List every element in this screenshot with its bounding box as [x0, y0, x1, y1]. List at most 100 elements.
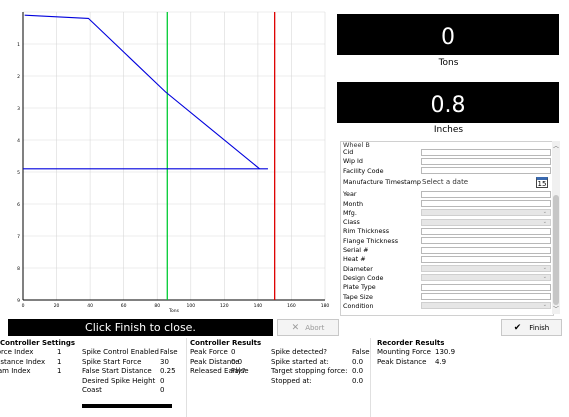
finish-button[interactable]: ✔ Finish: [501, 319, 562, 336]
text-field[interactable]: [421, 148, 551, 156]
wheel-b-form: Wheel B Cid Wip Id Facility Code Manufactur…: [340, 141, 554, 316]
y-tick-label: 8: [17, 266, 20, 272]
form-row: Facility Code: [341, 167, 553, 176]
force-distance-curve: [24, 14, 260, 170]
result-label: Peak Distance: [190, 357, 240, 366]
chart-canvas: 0 20 40 60 80 100 120 140 160 180 1 2 3 4 5 6 7 8 9 Tons: [17, 11, 329, 314]
inches-value: 0.8: [430, 93, 466, 118]
result-value: 4.9: [435, 357, 447, 366]
x-tick-label: 80: [154, 303, 160, 309]
tons-value: 0: [441, 25, 455, 50]
result-label: Distance Index: [0, 357, 46, 366]
result-label: Mounting Force: [377, 348, 431, 356]
dropdown-field[interactable]: ⌄: [421, 302, 551, 310]
form-row: Manufacture Timestamp Select a date 15: [341, 176, 553, 189]
scroll-thumb[interactable]: [553, 195, 559, 305]
result-label: False Start Distance: [82, 367, 152, 375]
abort-button-label: Abort: [305, 324, 325, 332]
result-value: 0.0: [352, 376, 364, 385]
form-row: Cid: [341, 148, 553, 157]
close-icon: ✕: [291, 323, 300, 333]
result-value: False: [352, 348, 370, 356]
wheel-b-group-title: Wheel B: [343, 141, 370, 149]
y-tick-label: 3: [17, 106, 20, 112]
result-label: Peak Distance: [377, 357, 427, 366]
result-label: Spike Control Enabled: [82, 348, 159, 356]
dropdown-field[interactable]: ⌄: [421, 265, 551, 273]
result-value: 0.25: [160, 367, 176, 375]
form-field-label: Month: [343, 199, 364, 208]
form-field-label: Diameter: [343, 264, 373, 273]
form-row: Month: [341, 200, 553, 209]
x-tick-label: 160: [287, 303, 296, 309]
result-label: Peak Force: [190, 348, 228, 356]
text-field[interactable]: [421, 227, 551, 235]
dropdown-field[interactable]: ⌄: [421, 274, 551, 282]
result-value: 0: [160, 386, 165, 394]
y-tick-label: 2: [17, 74, 20, 80]
text-field[interactable]: [421, 237, 551, 245]
result-value: 0.0: [352, 367, 364, 375]
date-picker[interactable]: Select a date 15: [421, 176, 551, 189]
controller-results-panel: Controller Results Peak Force 0 Peak Dista…: [186, 338, 370, 417]
result-value: 30: [160, 357, 169, 366]
text-field[interactable]: [421, 157, 551, 165]
inches-unit-label: Inches: [433, 125, 464, 135]
result-label: Cam Index: [0, 367, 31, 375]
y-tick-label: 5: [17, 170, 20, 176]
x-tick-label: 20: [54, 303, 60, 309]
recorder-results-title: Recorder Results: [377, 339, 445, 347]
text-field[interactable]: [421, 190, 551, 198]
form-field-label: Rim Thickness: [343, 227, 390, 236]
form-scrollbar[interactable]: ︿ ﹀: [552, 141, 560, 314]
form-field-label: Manufacture Timestamp: [343, 177, 421, 186]
text-field[interactable]: [421, 255, 551, 263]
scroll-down-icon[interactable]: ﹀: [552, 306, 559, 313]
form-field-label: Year: [343, 190, 357, 199]
form-row: Mfg. ⌄: [341, 209, 553, 218]
abort-button[interactable]: ✕ Abort: [277, 319, 339, 336]
result-value: 1: [57, 357, 62, 366]
chevron-down-icon: ⌄: [542, 265, 547, 272]
result-value: 0.0: [231, 357, 243, 366]
chevron-down-icon: ⌄: [542, 209, 547, 216]
text-field[interactable]: [421, 283, 551, 291]
result-label: Released Early?: [190, 367, 246, 375]
force-distance-chart: 0 20 40 60 80 100 120 140 160 180 1 2 3 4 5 6 7 8 9 Tons: [8, 8, 331, 314]
result-label: Spike started at:: [271, 357, 329, 366]
result-value: False: [231, 367, 249, 375]
text-field[interactable]: [421, 246, 551, 254]
result-value: False: [160, 348, 178, 356]
controller-settings-title: Controller Settings: [0, 339, 76, 347]
result-label: Stopped at:: [271, 376, 312, 385]
result-label: Force Index: [0, 348, 34, 356]
result-label: Spike detected?: [271, 348, 328, 356]
result-value: 0.0: [352, 357, 364, 366]
finish-button-label: Finish: [529, 324, 550, 332]
form-row: Diameter ⌄: [341, 265, 553, 274]
chevron-down-icon: ⌄: [542, 302, 547, 309]
form-row: Class ⌄: [341, 218, 553, 227]
date-placeholder: Select a date: [422, 177, 469, 186]
x-tick-label: 40: [87, 303, 93, 309]
result-value: 0: [231, 348, 236, 356]
form-field-label: Cid: [343, 148, 354, 156]
status-message: Click Finish to close.: [8, 319, 273, 336]
x-tick-label: 100: [186, 303, 195, 309]
result-value: 1: [57, 367, 62, 375]
x-tick-label: 120: [220, 303, 229, 309]
form-row: Tape Size: [341, 293, 553, 302]
form-row: Design Code ⌄: [341, 274, 553, 283]
form-field-label: Mfg.: [343, 208, 357, 217]
text-field[interactable]: [421, 293, 551, 300]
scroll-up-icon[interactable]: ︿: [552, 143, 559, 150]
x-tick-label: 140: [254, 303, 263, 309]
form-field-label: Condition: [343, 301, 374, 310]
result-label: Coast: [82, 386, 102, 394]
dropdown-field[interactable]: ⌄: [421, 218, 551, 226]
text-field[interactable]: [421, 167, 551, 175]
controller-results-title: Controller Results: [190, 339, 262, 347]
calendar-icon[interactable]: 15: [536, 176, 548, 188]
text-field[interactable]: [421, 200, 551, 207]
dropdown-field[interactable]: ⌄: [421, 209, 551, 217]
